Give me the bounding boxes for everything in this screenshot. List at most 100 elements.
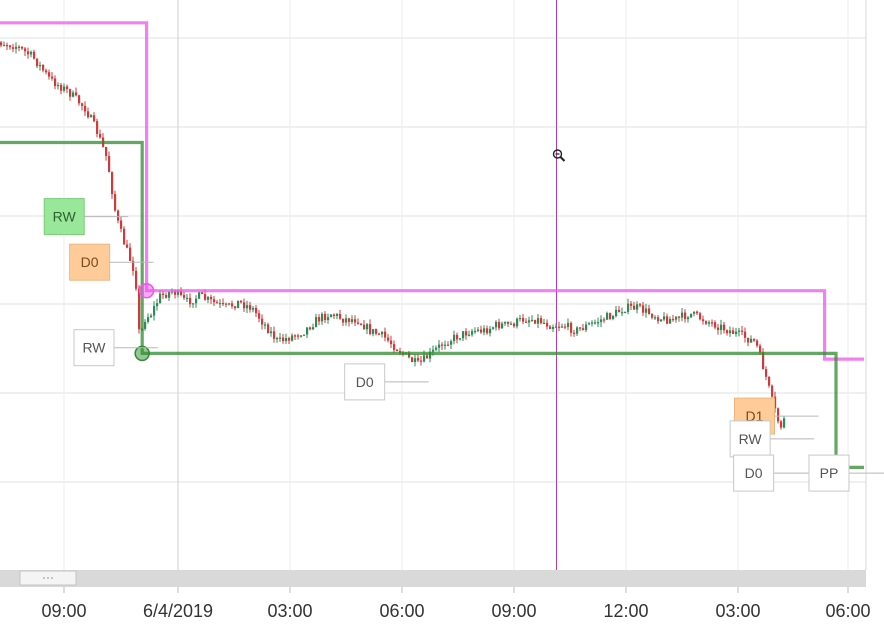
candle-body bbox=[495, 321, 498, 328]
candle-body bbox=[777, 408, 780, 422]
candle-body bbox=[117, 210, 120, 221]
candle-body bbox=[225, 303, 228, 305]
candle-body bbox=[243, 302, 246, 309]
candle-body bbox=[519, 317, 522, 320]
candle-body bbox=[594, 322, 597, 324]
candle-body bbox=[93, 115, 96, 122]
candle-body bbox=[9, 45, 12, 48]
candle-body bbox=[372, 329, 375, 334]
candle-body bbox=[75, 92, 78, 96]
candle-body bbox=[123, 228, 126, 245]
candle-body bbox=[633, 305, 636, 310]
candle-body bbox=[78, 95, 81, 104]
candle-body bbox=[651, 313, 654, 318]
candle-body bbox=[87, 111, 90, 118]
candle-body bbox=[195, 298, 198, 304]
candle-body bbox=[396, 349, 399, 352]
candle-body bbox=[132, 260, 135, 271]
level-tag-rw: RW bbox=[73, 329, 158, 367]
candle-body bbox=[615, 309, 618, 317]
candle-body bbox=[237, 300, 240, 309]
candle-body bbox=[591, 322, 594, 324]
candle-body bbox=[144, 321, 147, 329]
candle-body bbox=[267, 324, 270, 334]
candle-body bbox=[654, 317, 657, 319]
candle-body bbox=[261, 318, 264, 325]
candle-body bbox=[387, 337, 390, 341]
candle-body bbox=[207, 296, 210, 300]
candle-body bbox=[327, 317, 330, 321]
candle-body bbox=[21, 46, 24, 49]
candle-body bbox=[39, 64, 42, 67]
candle-body bbox=[72, 92, 75, 97]
candle-body bbox=[588, 323, 591, 325]
candle-body bbox=[567, 322, 570, 328]
level-tag-box bbox=[344, 363, 386, 401]
candle-body bbox=[126, 244, 129, 248]
candle-body bbox=[609, 313, 612, 319]
zoom-cursor-icon bbox=[552, 149, 566, 162]
candle-body bbox=[663, 316, 666, 320]
candle-body bbox=[630, 303, 633, 306]
level-tag-box bbox=[73, 329, 115, 367]
candle-body bbox=[54, 78, 57, 87]
candle-body bbox=[66, 86, 69, 90]
candle-body bbox=[0, 42, 3, 46]
candle-body bbox=[390, 340, 393, 345]
candle-body bbox=[174, 291, 177, 295]
candle-body bbox=[162, 293, 165, 295]
level-tag-label: D0 bbox=[356, 374, 374, 390]
candle-body bbox=[447, 344, 450, 346]
candle-body bbox=[150, 315, 153, 318]
candle-body bbox=[684, 312, 687, 320]
candle-body bbox=[669, 319, 672, 324]
candle-body bbox=[603, 319, 606, 321]
candle-body bbox=[324, 313, 327, 321]
candle-body bbox=[270, 331, 273, 334]
candle-body bbox=[216, 302, 219, 304]
candle-body bbox=[738, 330, 741, 332]
horizontal-scrollbar[interactable] bbox=[0, 570, 866, 587]
candle-body bbox=[456, 334, 459, 340]
candle-body bbox=[600, 319, 603, 323]
level-tag-label: D1 bbox=[746, 408, 764, 424]
candle-body bbox=[264, 324, 267, 326]
candle-body bbox=[576, 327, 579, 334]
candle-body bbox=[708, 322, 711, 324]
candle-body bbox=[48, 72, 51, 77]
candle-body bbox=[315, 317, 318, 328]
candle-body bbox=[774, 396, 777, 409]
candle-body bbox=[666, 316, 669, 324]
level-labels: RW D0 RW D0 D1 RW D0 PP bbox=[43, 198, 884, 492]
candle-body bbox=[642, 305, 645, 313]
candle-body bbox=[33, 51, 36, 59]
candle-body bbox=[483, 328, 486, 333]
candle-body bbox=[417, 358, 420, 361]
candle-body bbox=[732, 330, 735, 334]
candle-body bbox=[513, 323, 516, 327]
candle-body bbox=[426, 355, 429, 359]
candle-body bbox=[720, 324, 723, 330]
candle-body bbox=[504, 321, 507, 324]
candle-body bbox=[780, 421, 783, 428]
x-tick-label: 06:00 bbox=[379, 601, 424, 621]
candle-body bbox=[612, 316, 615, 319]
candle-body bbox=[639, 304, 642, 306]
candle-body bbox=[711, 322, 714, 324]
candle-body bbox=[507, 321, 510, 324]
candle-body bbox=[138, 288, 141, 330]
candle-body bbox=[177, 290, 180, 295]
candle-body bbox=[699, 313, 702, 320]
candle-body bbox=[558, 326, 561, 328]
candle-body bbox=[336, 314, 339, 316]
candle-body bbox=[645, 308, 648, 313]
candle-body bbox=[657, 317, 660, 322]
candle-body bbox=[276, 337, 279, 340]
candle-body bbox=[606, 313, 609, 320]
candle-body bbox=[318, 317, 321, 322]
candle-body bbox=[540, 318, 543, 324]
level-marker bbox=[138, 282, 155, 299]
candle-body bbox=[678, 316, 681, 318]
